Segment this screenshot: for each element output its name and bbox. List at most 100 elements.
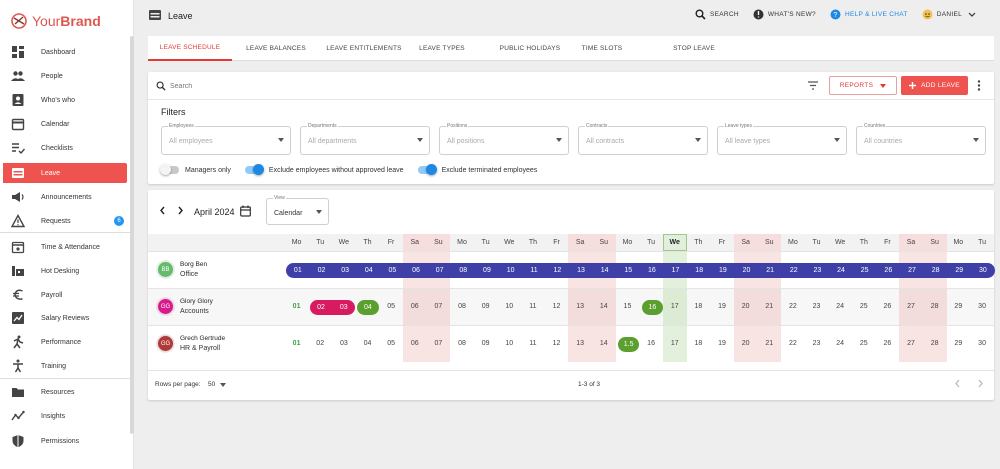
day-cell[interactable]: 10 [497, 288, 521, 325]
tab-leave-types[interactable]: LEAVE TYPES [419, 45, 465, 52]
sidebar-item-permissions[interactable]: Permissions [3, 431, 127, 451]
tab-public-holidays[interactable]: PUBLIC HOLIDAYS [499, 45, 561, 52]
sidebar-item-checklists[interactable]: Checklists [3, 138, 127, 158]
chevron-left-icon[interactable] [159, 206, 166, 215]
day-cell[interactable]: 25 [852, 325, 876, 362]
day-cell[interactable]: 27 [899, 288, 923, 325]
day-cell[interactable]: 26 [876, 325, 900, 362]
departments-select[interactable]: Departments All departments [300, 123, 430, 155]
day-cell[interactable]: 18 [687, 288, 711, 325]
tab-stop-leave[interactable]: STOP LEAVE [673, 45, 715, 52]
day-cell[interactable]: 14 [591, 325, 616, 362]
day-cell[interactable]: 07 [426, 288, 451, 325]
day-cell[interactable]: 16 [639, 325, 663, 362]
day-cell[interactable]: 01 [285, 288, 309, 325]
day-cell[interactable]: 06 [402, 325, 427, 362]
search-button[interactable]: SEARCH [695, 9, 739, 20]
day-cell[interactable]: 09 [474, 325, 498, 362]
leave-bar[interactable]: 16 [641, 299, 664, 315]
leave-types-select[interactable]: Leave types All leave types [717, 123, 847, 155]
day-cell[interactable]: 28 [922, 288, 947, 325]
day-cell[interactable]: 11 [521, 325, 545, 362]
sidebar-item-leave[interactable]: Leave [3, 163, 127, 183]
tab-leave-schedule[interactable]: LEAVE SCHEDULE [148, 36, 232, 61]
day-cell[interactable]: 24 [828, 288, 852, 325]
day-cell[interactable]: 20 [733, 325, 758, 362]
sidebar-item-people[interactable]: People [3, 66, 127, 86]
reports-button[interactable]: REPORTS [829, 76, 897, 95]
day-cell[interactable]: 04 [356, 325, 380, 362]
tab-time-slots[interactable]: TIME SLOTS [581, 45, 623, 52]
employee-cell[interactable]: GG Grech Gertrude HR & Payroll 1.5 [148, 325, 640, 362]
sidebar-item-performance[interactable]: Performance [3, 332, 127, 352]
day-cell[interactable]: 11 [521, 288, 545, 325]
day-cell[interactable]: 23 [805, 288, 829, 325]
day-cell[interactable]: 17 [662, 325, 687, 362]
help-chat-button[interactable]: ? HELP & LIVE CHAT [830, 9, 908, 20]
day-cell[interactable]: 06 [402, 288, 427, 325]
view-select[interactable]: View Calendar [266, 195, 329, 225]
filter-icon[interactable] [808, 81, 818, 90]
sidebar-item-resources[interactable]: Resources [3, 382, 127, 402]
sidebar-item-payroll[interactable]: Payroll [3, 285, 127, 305]
day-cell[interactable]: 18 [687, 325, 711, 362]
toggle-exclude-employees-without-approved-leave[interactable]: Exclude employees without approved leave [244, 164, 404, 175]
employee-row[interactable]: GG Grech Gertrude HR & Payroll 1.5 01 02 03 04 0… [148, 325, 994, 362]
employee-row[interactable]: BB Borg Ben Office 01 02 03 04 05 06 07 08 09 10 11 12… [148, 251, 995, 288]
day-cell[interactable]: 30 [970, 288, 994, 325]
day-cell[interactable]: 12 [545, 288, 569, 325]
sidebar-item-requests[interactable]: Requests 6 [3, 211, 127, 231]
user-menu[interactable]: DANIEL [922, 9, 976, 20]
sidebar-item-who-s-who[interactable]: Who's who [3, 90, 127, 110]
calendar-picker-icon[interactable] [240, 205, 251, 217]
day-cell[interactable]: 08 [450, 325, 474, 362]
day-cell[interactable]: 10 [497, 325, 521, 362]
positions-select[interactable]: Positions All positions [439, 123, 569, 155]
day-cell[interactable]: 21 [757, 288, 782, 325]
rows-per-page-select[interactable]: 50 [208, 381, 227, 388]
toggle-switch[interactable] [160, 164, 179, 175]
whats-new-button[interactable]: WHAT'S NEW? [753, 9, 816, 20]
add-leave-button[interactable]: ADD LEAVE [901, 76, 968, 95]
day-cell[interactable]: 24 [828, 325, 852, 362]
leave-bar[interactable]: 02 03 [309, 299, 356, 315]
day-cell[interactable]: 29 [947, 288, 971, 325]
day-cell[interactable]: 28 [922, 325, 947, 362]
day-cell[interactable]: 26 [876, 288, 900, 325]
sidebar-scrollbar[interactable] [130, 36, 134, 434]
day-cell[interactable]: 09 [474, 288, 498, 325]
employee-cell[interactable]: BB Borg Ben Office 01 02 03 04 05 06 07 08 09 10 11 12… [148, 251, 995, 288]
leave-bar[interactable]: 1.5 [617, 336, 640, 352]
next-page-icon[interactable] [977, 379, 984, 388]
day-cell[interactable]: 05 [379, 325, 403, 362]
day-cell[interactable]: 08 [450, 288, 474, 325]
day-cell[interactable]: 19 [710, 288, 734, 325]
employee-cell[interactable]: GG Glory Glory Accounts 02 03 04 16 [148, 288, 664, 325]
more-vertical-icon[interactable] [977, 80, 981, 91]
sidebar-item-calendar[interactable]: Calendar [3, 114, 127, 134]
toggle-exclude-terminated-employees[interactable]: Exclude terminated employees [417, 164, 537, 175]
leave-bar[interactable]: 04 [357, 299, 379, 315]
sidebar-item-insights[interactable]: Insights [3, 406, 127, 426]
day-cell[interactable]: 03 [332, 325, 356, 362]
day-cell[interactable]: 22 [781, 288, 805, 325]
sidebar-item-time-attendance[interactable]: Time & Attendance [3, 237, 127, 257]
countries-select[interactable]: Countries All countries [856, 123, 986, 155]
day-cell[interactable]: 22 [781, 325, 805, 362]
day-cell[interactable]: 07 [426, 325, 451, 362]
day-cell[interactable]: 05 [379, 288, 403, 325]
day-cell[interactable]: 17 [662, 288, 687, 325]
prev-page-icon[interactable] [954, 379, 961, 388]
sidebar-item-announcements[interactable]: Announcements [3, 187, 127, 207]
day-cell[interactable]: 14 [591, 288, 616, 325]
day-cell[interactable]: 15 [616, 288, 640, 325]
day-cell[interactable]: 13 [568, 288, 592, 325]
day-cell[interactable]: 01 [285, 325, 309, 362]
employee-row[interactable]: GG Glory Glory Accounts 02 03 04 16 01 05 06 07 08 0… [148, 288, 994, 325]
sidebar-item-training[interactable]: Training [3, 356, 127, 376]
toggle-switch[interactable] [244, 164, 264, 175]
leave-bar[interactable]: 01 02 03 04 05 06 07 08 09 10 11 12 13 14 15 16 17 18 19 20… [286, 262, 995, 278]
toggle-managers-only[interactable]: Managers only [160, 164, 231, 175]
sidebar-item-salary-reviews[interactable]: Salary Reviews [3, 308, 127, 328]
day-cell[interactable]: 02 [308, 325, 332, 362]
